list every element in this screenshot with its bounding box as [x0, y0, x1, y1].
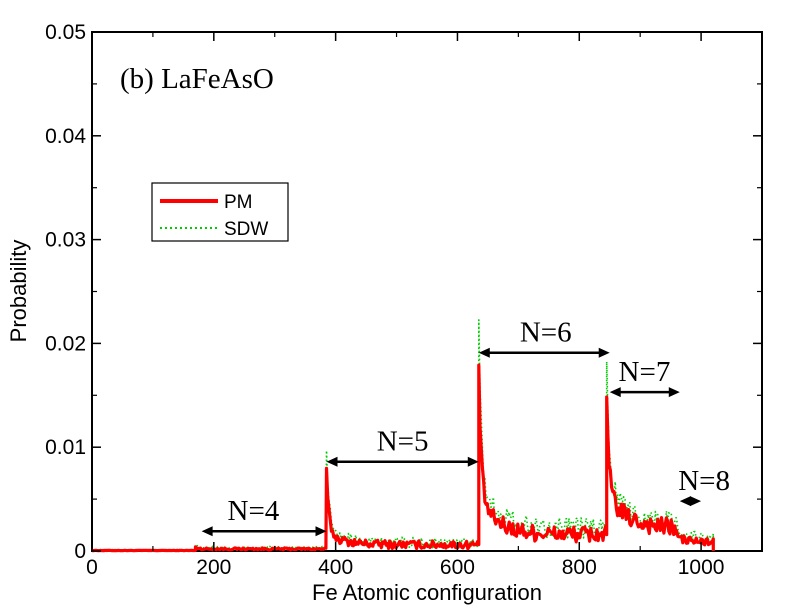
- y-tick-label: 0.03: [45, 229, 86, 252]
- y-axis-label: Probability: [6, 240, 31, 343]
- x-tick-label: 600: [440, 556, 475, 579]
- annotation-arrowhead-left: [609, 387, 621, 398]
- annotation-arrowhead-right: [690, 496, 702, 507]
- annotation-label: N=5: [377, 425, 429, 457]
- y-tick-label: 0: [74, 540, 86, 563]
- plot-frame: [91, 31, 763, 552]
- ticks-layer: 0 200 400 600 800 1000 0 0.01 0.02 0.03 0.04 0.05: [45, 21, 762, 579]
- annotation-label: N=7: [619, 356, 671, 388]
- x-tick-label: 1000: [678, 556, 725, 579]
- annotation-arrowhead-right: [668, 387, 680, 398]
- annotation-arrowhead-left: [326, 456, 338, 467]
- series-line-sdw: [91, 319, 715, 552]
- series-layer: [91, 319, 715, 553]
- annotation-arrowhead-right: [598, 347, 610, 358]
- x-tick-label: 0: [86, 556, 98, 579]
- annotation-arrowhead-left: [478, 347, 490, 358]
- annotation-arrowhead-right: [315, 526, 327, 537]
- annotation-label: N=6: [520, 316, 572, 348]
- y-tick-label: 0.04: [45, 125, 86, 148]
- x-tick-label: 400: [318, 556, 353, 579]
- y-tick-label: 0.05: [45, 21, 86, 44]
- legend-label-pm: PM: [224, 192, 253, 213]
- annotation-label: N=8: [678, 465, 730, 497]
- annotation-label: N=4: [228, 495, 280, 527]
- x-axis-label: Fe Atomic configuration: [312, 580, 542, 605]
- legend: PM SDW: [151, 182, 289, 242]
- y-tick-label: 0.01: [45, 436, 86, 459]
- x-tick-label: 200: [196, 556, 231, 579]
- annotation-arrowhead-left: [679, 496, 691, 507]
- annotation-arrowhead-right: [467, 456, 479, 467]
- legend-box: [151, 182, 289, 242]
- legend-label-sdw: SDW: [224, 219, 268, 240]
- y-tick-label: 0.02: [45, 332, 86, 355]
- annotation-layer: N=4 N=5 N=6 N=7 N=8: [201, 316, 730, 537]
- series-line-pm: [91, 363, 715, 553]
- x-tick-label: 800: [562, 556, 597, 579]
- panel-label: (b) LaFeAsO: [120, 63, 274, 95]
- annotation-arrowhead-left: [201, 526, 213, 537]
